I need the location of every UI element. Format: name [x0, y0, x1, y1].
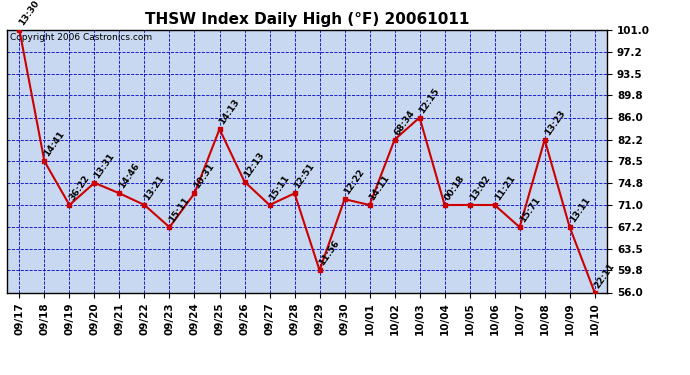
- Text: 15:11: 15:11: [168, 196, 191, 224]
- Text: 14:46: 14:46: [117, 162, 141, 190]
- Text: 13:21: 13:21: [143, 174, 166, 202]
- Text: 68:34: 68:34: [393, 108, 417, 137]
- Text: 11:21: 11:21: [493, 174, 517, 202]
- Text: Copyright 2006 Castronics.com: Copyright 2006 Castronics.com: [10, 33, 152, 42]
- Title: THSW Index Daily High (°F) 20061011: THSW Index Daily High (°F) 20061011: [145, 12, 469, 27]
- Text: 10:31: 10:31: [193, 162, 217, 190]
- Text: 36:22: 36:22: [68, 174, 91, 202]
- Text: 13:02: 13:02: [468, 174, 491, 202]
- Text: 13:31: 13:31: [92, 152, 117, 180]
- Text: 12:51: 12:51: [293, 162, 317, 190]
- Text: 13:23: 13:23: [543, 108, 566, 137]
- Text: 14:13: 14:13: [217, 98, 241, 126]
- Text: 22:11: 22:11: [593, 261, 617, 290]
- Text: 14:11: 14:11: [368, 174, 392, 202]
- Text: 12:22: 12:22: [343, 168, 366, 196]
- Text: 15:11: 15:11: [268, 174, 291, 202]
- Text: 14:41: 14:41: [43, 130, 66, 159]
- Text: 12:15: 12:15: [417, 86, 442, 115]
- Text: 11:56: 11:56: [317, 239, 342, 267]
- Text: 13:30: 13:30: [17, 0, 41, 27]
- Text: 12:13: 12:13: [243, 150, 266, 179]
- Text: 00:18: 00:18: [443, 174, 466, 202]
- Text: 13:11: 13:11: [568, 196, 591, 224]
- Text: 15:71: 15:71: [518, 196, 542, 224]
